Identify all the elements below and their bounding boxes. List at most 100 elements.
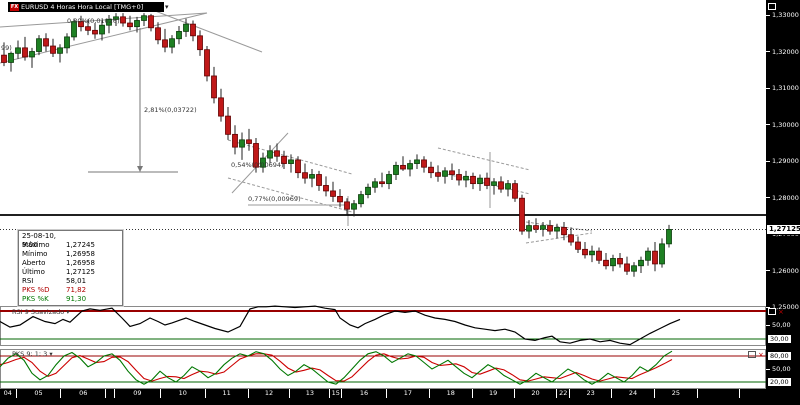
candle-body [540,225,546,230]
info-row: RSI 58,01 [22,277,87,285]
candle-body [141,15,147,21]
candle-body [365,186,371,195]
date-cell: 16 [341,389,386,398]
info-row: 25-08-10, 9:00 [22,232,56,249]
title-dropdown-caret[interactable]: ▾ [165,3,169,11]
maximize-icon[interactable] [748,351,756,358]
trendline [525,232,593,244]
candle-body [554,227,560,232]
candle-body [379,181,385,185]
candle-body [50,45,56,54]
candle-body [575,241,581,250]
stochastic-pane-label[interactable]: PKS 9; 1; 3 ▾ [12,350,53,358]
date-cell: 09 [114,389,160,398]
percent-measure-annotation: 0,54%(0,00694) [231,161,284,169]
candle-body [176,31,182,40]
candle-body [456,174,462,181]
candle-body [127,22,133,28]
candle-body [106,18,112,26]
price-tick-label: 50,00 [766,321,791,329]
price-tick-label: 1,25000 [766,303,799,311]
candle-body [92,29,98,35]
candle-body [491,181,497,186]
candle-body [330,190,336,197]
candle-body [603,259,609,267]
candle-body [281,155,287,164]
chart-title: EURUSD 4 Horas Hora Local [TMG+0] [21,3,144,11]
current-price-label: 1,27125 [766,224,800,236]
candle-body [666,229,672,245]
candle-body [470,175,476,185]
chart-title-bar[interactable]: FX EURUSD 4 Horas Hora Local [TMG+0] [8,2,164,12]
candle-body [358,194,364,205]
candle-body [36,38,42,52]
date-cell: 12 [247,389,290,398]
candle-body [645,250,651,261]
date-cell: 06 [60,389,105,398]
price-tick-label: 1,33000 [766,11,799,19]
candle-body [351,203,357,210]
candle-body [435,172,441,177]
candle-body [239,139,245,148]
trendline [437,147,531,171]
close-icon[interactable]: × [778,307,784,316]
close-icon[interactable]: × [758,350,764,359]
candle-body [386,174,392,185]
stochastic-level-label: 20,00 [767,376,792,387]
candle-body [596,250,602,261]
candle-body [169,38,175,48]
candle-body [372,181,378,188]
price-tick-label: 1,31000 [766,84,799,92]
trendline [437,171,531,195]
candle-body [148,15,154,29]
candle-body [113,16,119,20]
candle-body [64,36,70,49]
rsi-level-label: 30,00 [767,334,792,344]
candle-body [414,159,420,164]
candle-body [218,97,224,117]
candle-body [1,54,7,63]
candle-body [323,185,329,192]
candle-body [267,150,273,159]
rsi-line [0,305,681,346]
candle-body [400,164,406,170]
price-tick-label: 1,29000 [766,157,799,165]
candle-body [155,27,161,41]
candle-body [519,197,525,232]
candle-body [407,163,413,170]
candle-body [589,250,595,256]
date-cell: 04 [3,389,12,397]
date-cell: 17 [385,389,429,398]
date-cell: 22 [556,389,569,398]
candle-body [43,38,49,47]
candle-body [85,26,91,31]
chevron-down-icon: ▾ [49,350,53,358]
rsi-pane-label[interactable]: RSI 9 Suavizado ▾ [12,308,70,316]
date-cell: 05 [15,389,61,398]
trendline [231,132,289,194]
price-axis-gutter: 1,33000 1,32000 1,31000 1,30000 1,29000 1,280… [766,0,800,405]
price-tick-label: 1,32000 [766,48,799,56]
candle-body [302,172,308,179]
candle-body [344,201,350,210]
candle-body [582,248,588,256]
candle-body [309,174,315,179]
candle-body [533,225,539,230]
candle-body [617,258,623,265]
candle-body [204,49,210,77]
maximize-icon[interactable] [768,308,776,315]
rsi-pane-window-controls: × [768,308,784,315]
candle-body [442,170,448,177]
candle-body [15,47,21,54]
candle-body [526,225,532,232]
candle-body [22,47,28,58]
maximize-icon[interactable] [768,3,776,10]
date-cell: 13 [289,389,329,398]
candle-body [463,175,469,181]
candle-body [428,166,434,174]
percent-measure-annotation: 0,80%(0,01026) [67,17,120,25]
date-cell: 15 [329,389,341,398]
candle-body [449,170,455,175]
candle-body [561,227,567,236]
